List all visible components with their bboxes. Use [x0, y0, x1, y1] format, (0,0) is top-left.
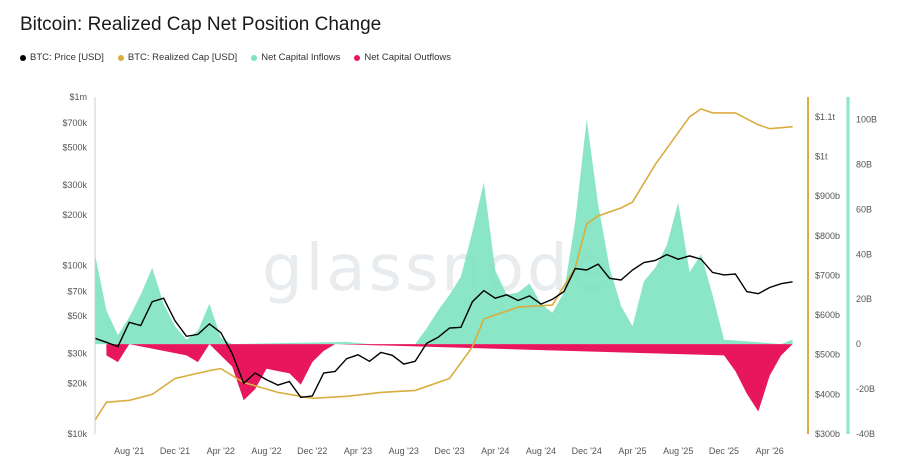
x-tick-label: Aug '21	[114, 446, 144, 456]
price-tick-label: $50k	[67, 311, 87, 321]
legend: BTC: Price [USD] BTC: Realized Cap [USD]…	[20, 52, 451, 63]
net-position-tick-label: 40B	[856, 249, 872, 259]
x-tick-label: Dec '25	[709, 446, 739, 456]
legend-item-realized-cap[interactable]: BTC: Realized Cap [USD]	[117, 52, 238, 63]
realized-cap-line	[94, 108, 793, 421]
x-tick-label: Aug '24	[526, 446, 556, 456]
price-tick-label: $300k	[62, 180, 87, 190]
legend-item-outflows[interactable]: Net Capital Outflows	[354, 52, 451, 63]
net-position-tick-label: -20B	[856, 384, 875, 394]
legend-label-price: BTC: Price [USD]	[30, 52, 104, 63]
realized-cap-tick-label: $1t	[815, 151, 828, 161]
x-tick-label: Apr '25	[618, 446, 646, 456]
x-tick-label: Apr '24	[481, 446, 509, 456]
x-tick-label: Apr '22	[207, 446, 235, 456]
realized-cap-tick-label: $400b	[815, 389, 840, 399]
axes: $1m $700k $500k $300k $200k $100k $70k $50k $30k…	[62, 92, 877, 456]
realized-cap-tick-label: $300b	[815, 429, 840, 439]
net-capital-inflows-area	[95, 119, 793, 345]
legend-swatch-inflows	[251, 54, 258, 61]
x-tick-label: Dec '24	[572, 446, 602, 456]
x-tick-label: Dec '21	[160, 446, 190, 456]
realized-cap-tick-label: $800b	[815, 231, 840, 241]
chart-title: Bitcoin: Realized Cap Net Position Chang…	[20, 14, 382, 35]
x-tick-label: Aug '25	[663, 446, 693, 456]
price-tick-label: $30k	[67, 349, 87, 359]
x-tick-label: Dec '23	[434, 446, 464, 456]
series-lines	[94, 108, 793, 421]
net-position-tick-label: 0	[856, 339, 861, 349]
watermark: glassnode	[262, 232, 613, 306]
legend-item-price[interactable]: BTC: Price [USD]	[20, 52, 104, 63]
realized-cap-tick-label: $900b	[815, 191, 840, 201]
price-tick-label: $10k	[67, 429, 87, 439]
price-tick-label: $500k	[62, 143, 87, 153]
realized-cap-tick-label: $1.1t	[815, 112, 836, 122]
net-capital-outflows-area	[106, 344, 793, 412]
price-tick-label: $70k	[67, 287, 87, 297]
legend-swatch-realized-cap	[117, 54, 124, 61]
realized-cap-tick-label: $600b	[815, 310, 840, 320]
price-tick-label: $200k	[62, 210, 87, 220]
net-position-tick-label: -40B	[856, 429, 875, 439]
x-tick-label: Aug '23	[389, 446, 419, 456]
legend-item-inflows[interactable]: Net Capital Inflows	[251, 52, 340, 63]
realized-cap-tick-label: $700b	[815, 270, 840, 280]
btc-price-line	[94, 253, 793, 399]
net-position-areas	[95, 119, 793, 412]
price-tick-label: $100k	[62, 261, 87, 271]
net-position-tick-label: 100B	[856, 114, 877, 124]
legend-label-outflows: Net Capital Outflows	[364, 52, 451, 63]
price-tick-label: $1m	[69, 92, 87, 102]
legend-swatch-price	[20, 54, 26, 61]
net-position-tick-label: 80B	[856, 159, 872, 169]
x-tick-label: Aug '22	[251, 446, 281, 456]
legend-label-inflows: Net Capital Inflows	[261, 52, 341, 63]
legend-swatch-outflows	[354, 54, 361, 61]
x-tick-label: Dec '22	[297, 446, 327, 456]
x-tick-label: Apr '26	[756, 446, 784, 456]
price-tick-label: $700k	[62, 118, 87, 128]
realized-cap-tick-label: $500b	[815, 350, 840, 360]
net-position-tick-label: 20B	[856, 294, 872, 304]
price-tick-label: $20k	[67, 378, 87, 388]
net-position-tick-label: 60B	[856, 204, 872, 214]
legend-label-realized-cap: BTC: Realized Cap [USD]	[127, 52, 238, 63]
x-tick-label: Apr '23	[344, 446, 372, 456]
